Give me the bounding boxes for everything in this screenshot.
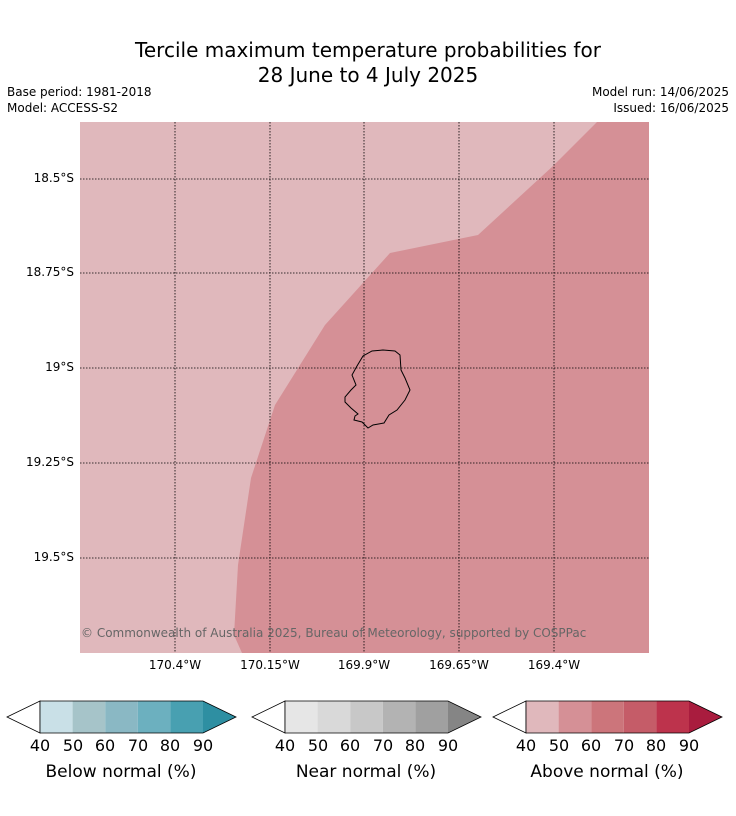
colorbar-segment bbox=[448, 701, 481, 733]
colorbar-segment bbox=[623, 701, 657, 733]
lat-label-18-5: 18.5°S bbox=[33, 171, 74, 185]
colorbar-segment bbox=[656, 701, 689, 733]
colorbar-segment bbox=[40, 701, 73, 733]
colorbar-segment bbox=[415, 701, 448, 733]
colorbar-segment bbox=[170, 701, 203, 733]
lat-label-19-5: 19.5°S bbox=[33, 550, 74, 564]
colorbar-tick: 60 bbox=[580, 736, 602, 755]
colorbar-segment bbox=[382, 701, 416, 733]
colorbar-tick: 40 bbox=[515, 736, 537, 755]
lat-label-19: 19°S bbox=[45, 360, 74, 374]
colorbar-tick: 60 bbox=[94, 736, 116, 755]
lon-label-170-15: 170.15°W bbox=[240, 658, 300, 672]
colorbar-tick: 80 bbox=[159, 736, 181, 755]
title-line-1: Tercile maximum temperature probabilitie… bbox=[135, 38, 601, 62]
lon-label-169-4: 169.4°W bbox=[527, 658, 581, 672]
copyright-text: © Commonwealth of Australia 2025, Bureau… bbox=[81, 626, 587, 640]
colorbar-above-normal bbox=[492, 700, 723, 734]
colorbar-segment bbox=[72, 701, 106, 733]
colorbar-segment bbox=[591, 701, 624, 733]
lon-label-169-65: 169.65°W bbox=[429, 658, 489, 672]
meta-left: Base period: 1981-2018 Model: ACCESS-S2 bbox=[7, 84, 152, 116]
colorbar-segment bbox=[285, 701, 318, 733]
colorbar-tick: 50 bbox=[548, 736, 570, 755]
colorbar-tick: 90 bbox=[192, 736, 214, 755]
issued-text: Issued: 16/06/2025 bbox=[613, 101, 729, 115]
colorbar-segment bbox=[137, 701, 171, 733]
colorbar-segment bbox=[203, 701, 236, 733]
chart-title: Tercile maximum temperature probabilitie… bbox=[0, 38, 736, 88]
colorbar-tick: 90 bbox=[437, 736, 459, 755]
colorbar-segment bbox=[317, 701, 351, 733]
colorbar-segment bbox=[350, 701, 383, 733]
model-text: Model: ACCESS-S2 bbox=[7, 101, 119, 115]
colorbar-tick: 80 bbox=[645, 736, 667, 755]
lat-label-19-25: 19.25°S bbox=[26, 455, 74, 469]
colorbar-tick: 50 bbox=[307, 736, 329, 755]
colorbar-tick: 70 bbox=[127, 736, 149, 755]
colorbar-segment bbox=[558, 701, 592, 733]
colorbar-segment bbox=[526, 701, 559, 733]
lat-label-18-75: 18.75°S bbox=[26, 265, 74, 279]
island-outline bbox=[344, 349, 411, 429]
colorbar-tick: 70 bbox=[372, 736, 394, 755]
gridlines bbox=[80, 122, 649, 653]
colorbar-label-near: Near normal (%) bbox=[295, 762, 437, 782]
lon-label-170-4: 170.4°W bbox=[148, 658, 202, 672]
colorbar-tick: 40 bbox=[274, 736, 296, 755]
model-run-text: Model run: 14/06/2025 bbox=[591, 85, 729, 99]
colorbar-tick: 60 bbox=[339, 736, 361, 755]
colorbar-label-below: Below normal (%) bbox=[45, 762, 197, 782]
colorbar-near-normal bbox=[251, 700, 482, 734]
colorbar-segment bbox=[689, 701, 722, 733]
colorbar-segment bbox=[105, 701, 138, 733]
colorbar-label-above: Above normal (%) bbox=[530, 762, 684, 782]
colorbar-tick: 40 bbox=[29, 736, 51, 755]
colorbar-tick: 50 bbox=[62, 736, 84, 755]
colorbar-tick: 90 bbox=[678, 736, 700, 755]
colorbar-below-normal bbox=[6, 700, 237, 734]
colorbar-tick: 70 bbox=[613, 736, 635, 755]
map-region-above-60 bbox=[234, 122, 649, 653]
title-line-2: 28 June to 4 July 2025 bbox=[257, 63, 479, 87]
base-period-text: Base period: 1981-2018 bbox=[7, 85, 152, 99]
colorbar-tick: 80 bbox=[404, 736, 426, 755]
meta-right: Model run: 14/06/2025 Issued: 16/06/2025 bbox=[592, 84, 729, 116]
lon-label-169-9: 169.9°W bbox=[337, 658, 391, 672]
